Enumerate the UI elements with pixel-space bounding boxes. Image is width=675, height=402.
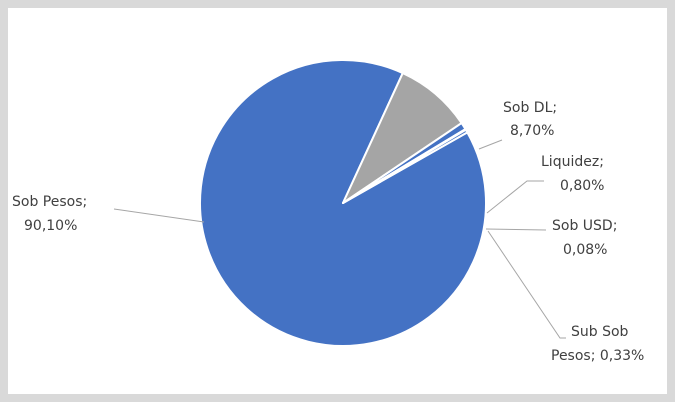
data-label-sob-usd: Sob USD; 0,08% xyxy=(552,218,617,258)
pie-slices xyxy=(199,59,487,347)
data-label-liquidez-name: Liquidez; xyxy=(541,154,604,170)
data-label-sob-usd-name: Sob USD; xyxy=(552,218,617,234)
pie-slice-sub-sob-pesos xyxy=(342,128,469,204)
leader-line-liquidez xyxy=(486,180,544,214)
leader-line-sob-usd xyxy=(485,228,547,231)
data-label-liquidez: Liquidez; 0,80% xyxy=(541,154,604,194)
data-label-sob-dl-name: Sob DL; xyxy=(503,100,557,116)
data-label-sob-dl: Sob DL; 8,70% xyxy=(503,100,557,139)
leader-line-sob-pesos xyxy=(113,208,205,223)
data-label-liquidez-value: 0,80% xyxy=(560,178,604,194)
data-label-sub-sob-pesos: Sub Sob Pesos; 0,33% xyxy=(551,324,644,364)
data-label-sub-sob-pesos-name: Sub Sob xyxy=(571,324,629,340)
data-label-sob-dl-value: 8,70% xyxy=(510,123,554,139)
data-label-sob-pesos-value: 90,10% xyxy=(24,218,77,234)
data-label-sub-sob-pesos-value: Pesos; 0,33% xyxy=(551,348,644,364)
data-label-sob-pesos-name: Sob Pesos; xyxy=(12,194,87,210)
leader-line-sub-sob-pesos xyxy=(487,230,566,339)
leader-lines xyxy=(113,139,566,339)
leader-line-sob-dl xyxy=(478,139,503,150)
data-label-sob-pesos: Sob Pesos; 90,10% xyxy=(12,194,87,234)
data-label-sob-usd-value: 0,08% xyxy=(563,242,607,258)
